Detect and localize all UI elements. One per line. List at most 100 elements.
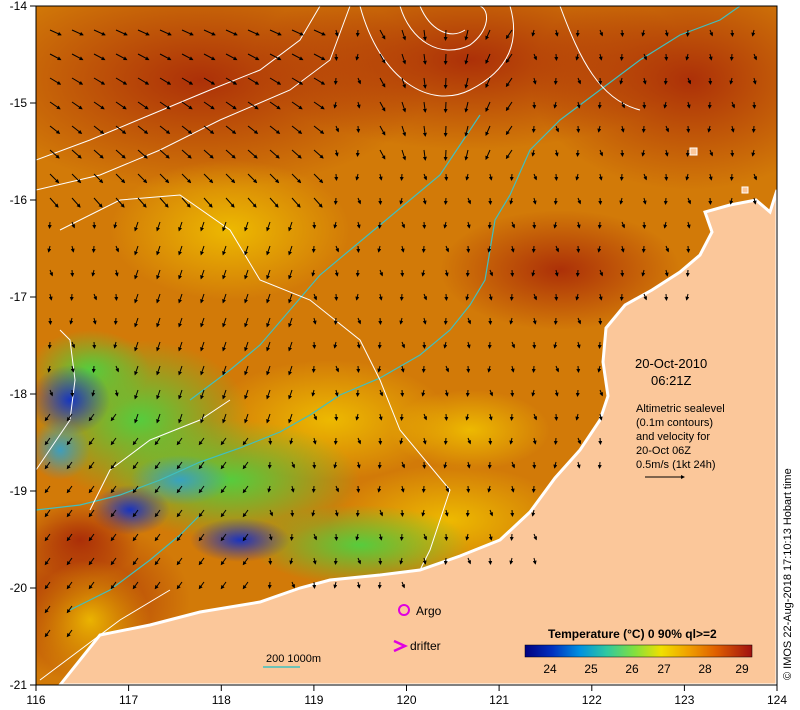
- velocity-arrow-icon: [730, 29, 735, 37]
- velocity-arrow-icon: [378, 197, 383, 205]
- colorbar-tick: 24: [543, 662, 557, 676]
- velocity-arrow-icon: [88, 413, 95, 422]
- velocity-arrow-icon: [379, 53, 386, 64]
- velocity-arrow-icon: [576, 101, 581, 109]
- velocity-arrow-icon: [620, 245, 625, 253]
- velocity-arrow-icon: [422, 77, 427, 89]
- velocity-arrow-icon: [355, 509, 360, 517]
- velocity-arrow-icon: [220, 509, 227, 518]
- velocity-arrow-icon: [225, 101, 237, 110]
- velocity-arrow-icon: [244, 293, 249, 304]
- velocity-arrow-icon: [487, 341, 492, 349]
- velocity-arrow-icon: [132, 485, 139, 494]
- velocity-arrow-icon: [225, 125, 237, 135]
- velocity-arrow-icon: [66, 461, 73, 470]
- velocity-arrow-icon: [134, 365, 139, 376]
- velocity-arrow-icon: [708, 197, 713, 205]
- velocity-arrow-icon: [66, 557, 73, 566]
- velocity-arrow-icon: [752, 101, 757, 109]
- velocity-arrow-icon: [244, 245, 249, 256]
- velocity-arrow-icon: [487, 365, 492, 373]
- velocity-arrow-icon: [575, 173, 580, 181]
- velocity-arrow-icon: [401, 581, 405, 589]
- velocity-arrow-icon: [288, 365, 293, 376]
- velocity-arrow-icon: [203, 77, 216, 85]
- velocity-arrow-icon: [598, 77, 603, 85]
- velocity-arrow-icon: [510, 509, 515, 517]
- velocity-arrow-icon: [313, 53, 326, 61]
- velocity-arrow-icon: [378, 173, 383, 181]
- velocity-arrow-icon: [244, 341, 249, 352]
- velocity-arrow-icon: [225, 149, 236, 159]
- velocity-arrow-icon: [291, 149, 302, 159]
- velocity-arrow-icon: [47, 341, 52, 349]
- velocity-arrow-icon: [178, 389, 183, 400]
- velocity-arrow-icon: [465, 509, 470, 517]
- velocity-arrow-icon: [333, 461, 338, 469]
- lat-tick: -14: [10, 0, 28, 13]
- velocity-arrow-icon: [203, 125, 215, 135]
- velocity-arrow-icon: [311, 269, 316, 277]
- velocity-arrow-icon: [599, 389, 603, 397]
- velocity-arrow-icon: [487, 485, 492, 493]
- velocity-arrow-icon: [244, 221, 249, 232]
- velocity-arrow-icon: [597, 365, 602, 373]
- velocity-arrow-icon: [505, 101, 513, 112]
- velocity-arrow-icon: [533, 533, 537, 541]
- velocity-arrow-icon: [421, 269, 426, 277]
- desc-line: 20-Oct 06Z: [636, 445, 691, 457]
- velocity-arrow-icon: [110, 485, 117, 494]
- velocity-arrow-icon: [620, 125, 625, 133]
- velocity-arrow-icon: [553, 101, 558, 109]
- velocity-arrow-icon: [288, 269, 293, 280]
- velocity-arrow-icon: [334, 53, 339, 61]
- velocity-arrow-icon: [464, 77, 469, 89]
- velocity-arrow-icon: [554, 53, 559, 61]
- velocity-arrow-icon: [247, 53, 260, 61]
- velocity-arrow-icon: [220, 461, 227, 470]
- velocity-arrow-icon: [643, 293, 647, 301]
- velocity-arrow-icon: [553, 341, 558, 349]
- velocity-arrow-icon: [220, 437, 227, 446]
- velocity-arrow-icon: [509, 533, 514, 541]
- velocity-arrow-icon: [88, 581, 95, 590]
- velocity-arrow-icon: [485, 29, 491, 41]
- velocity-arrow-icon: [532, 77, 537, 85]
- velocity-arrow-icon: [198, 437, 205, 446]
- velocity-arrow-icon: [400, 245, 405, 253]
- velocity-arrow-icon: [466, 461, 471, 469]
- velocity-arrow-icon: [266, 245, 271, 256]
- velocity-arrow-icon: [554, 269, 559, 277]
- velocity-arrow-icon: [313, 413, 317, 421]
- velocity-arrow-icon: [510, 485, 515, 493]
- velocity-arrow-icon: [334, 149, 339, 157]
- velocity-arrow-icon: [465, 413, 470, 421]
- velocity-arrow-icon: [422, 29, 427, 41]
- velocity-arrow-icon: [509, 293, 514, 301]
- velocity-arrow-icon: [421, 365, 426, 373]
- velocity-arrow-icon: [443, 221, 448, 229]
- velocity-arrow-icon: [115, 149, 126, 159]
- velocity-arrow-icon: [176, 581, 183, 590]
- velocity-arrow-icon: [181, 149, 192, 159]
- colorbar-tick: 27: [657, 662, 671, 676]
- velocity-arrow-icon: [200, 413, 205, 424]
- velocity-arrow-icon: [751, 125, 756, 133]
- velocity-arrow-icon: [156, 221, 161, 232]
- velocity-arrow-icon: [200, 341, 205, 352]
- small-island: [689, 147, 698, 156]
- velocity-arrow-icon: [597, 461, 602, 469]
- velocity-arrow-icon: [137, 125, 149, 135]
- velocity-arrow-icon: [554, 413, 559, 421]
- velocity-arrow-icon: [599, 269, 603, 277]
- velocity-arrow-icon: [178, 317, 183, 328]
- velocity-arrow-icon: [137, 53, 150, 61]
- velocity-arrow-icon: [730, 125, 735, 133]
- velocity-arrow-icon: [291, 77, 304, 85]
- velocity-arrow-icon: [291, 581, 295, 589]
- velocity-arrow-icon: [422, 149, 427, 161]
- velocity-arrow-icon: [291, 101, 303, 110]
- colorbar-tick: 28: [698, 662, 712, 676]
- velocity-arrow-icon: [598, 197, 603, 205]
